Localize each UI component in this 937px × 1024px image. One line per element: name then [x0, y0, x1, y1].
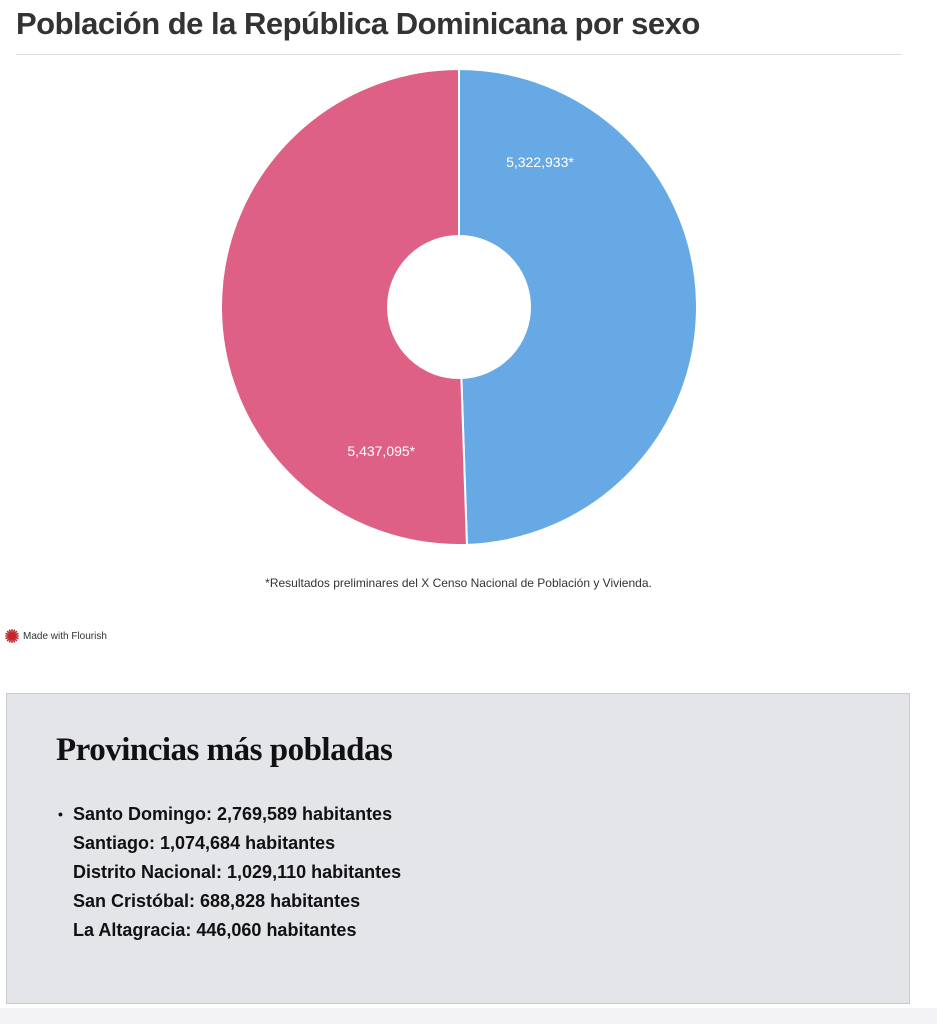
chart-title: Población de la República Dominicana por…: [16, 6, 700, 41]
donut-slice-0[interactable]: [458, 67, 698, 546]
flourish-attribution[interactable]: Made with Flourish: [5, 629, 107, 643]
province-item: San Cristóbal: 688,828 habitantes: [56, 887, 401, 916]
province-text: La Altagracia: 446,060 habitantes: [73, 920, 357, 940]
provinces-title: Provincias más pobladas: [56, 732, 393, 768]
flourish-text: Made with Flourish: [23, 630, 107, 642]
flourish-logo-icon: [5, 629, 19, 643]
list-bullet: •: [58, 806, 63, 822]
chart-footnote: *Resultados preliminares del X Censo Nac…: [265, 576, 652, 590]
province-text: San Cristóbal: 688,828 habitantes: [73, 891, 361, 911]
province-text: Santiago: 1,074,684 habitantes: [73, 833, 336, 853]
page-bottom-strip: [0, 1008, 937, 1024]
province-text: Santo Domingo: 2,769,589 habitantes: [73, 804, 393, 824]
province-item: La Altagracia: 446,060 habitantes: [56, 916, 401, 945]
title-divider: [16, 54, 902, 55]
donut-slice-1[interactable]: [220, 67, 468, 546]
province-text: Distrito Nacional: 1,029,110 habitantes: [73, 862, 402, 882]
provinces-panel: Provincias más pobladas • Santo Domingo: …: [6, 693, 910, 1004]
province-item: Distrito Nacional: 1,029,110 habitantes: [56, 858, 401, 887]
slice-data-label-0: 5,322,933*: [506, 154, 574, 170]
donut-chart: 5,322,933* 5,437,095*: [220, 67, 698, 546]
provinces-list: • Santo Domingo: 2,769,589 habitantes San…: [56, 800, 401, 945]
slice-data-label-1: 5,437,095*: [347, 443, 415, 459]
province-item: Santiago: 1,074,684 habitantes: [56, 829, 401, 858]
province-item: • Santo Domingo: 2,769,589 habitantes: [56, 800, 401, 829]
